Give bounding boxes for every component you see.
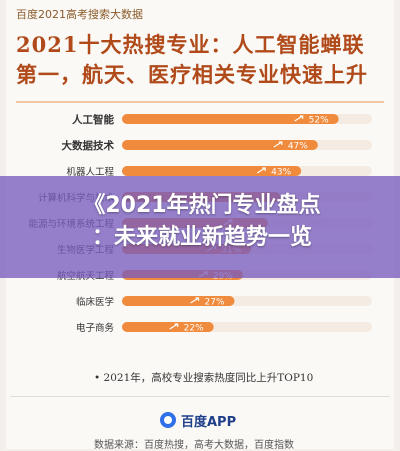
bar-row: 机器人工程 43% bbox=[66, 166, 372, 178]
baidu-paw-icon bbox=[160, 412, 176, 428]
bar-row: 临床医学 27% bbox=[76, 296, 372, 308]
value-label: 43% bbox=[271, 168, 291, 178]
category-label: 人工智能 bbox=[72, 113, 114, 126]
headline-divider bbox=[16, 101, 384, 103]
value-label: 22% bbox=[184, 324, 204, 334]
category-label: 临床医学 bbox=[76, 296, 114, 308]
trend-arrow-icon bbox=[256, 167, 266, 174]
value-label: 52% bbox=[309, 116, 329, 126]
bar bbox=[122, 140, 318, 150]
overlay-title-line-1: 《2021年热门专业盘点 bbox=[83, 193, 321, 218]
bar bbox=[122, 296, 235, 306]
data-source: 数据来源：百度热搜，高考大数据，百度指数 bbox=[94, 440, 294, 451]
overlay-title: 《2021年热门专业盘点 ：未来就业新趋势一览 bbox=[12, 190, 392, 254]
bar bbox=[122, 114, 339, 124]
headline-line-1: 2021十大热搜专业：人工智能蝉联 bbox=[16, 32, 365, 57]
bar-row: 人工智能 52% bbox=[72, 113, 372, 126]
headline: 2021十大热搜专业：人工智能蝉联 第一，航天、医疗相关专业快速上升 bbox=[16, 30, 386, 90]
trend-arrow-icon bbox=[190, 297, 200, 304]
chart-footnote: • 2021年，高校专业搜索热度同比上升TOP10 bbox=[94, 372, 314, 384]
category-label: 机器人工程 bbox=[66, 166, 114, 178]
bar-row: 大数据技术 47% bbox=[62, 139, 372, 152]
overlay-title-line-2: ：未来就业新趋势一览 bbox=[91, 225, 312, 250]
bar bbox=[122, 166, 302, 176]
trend-arrow-icon bbox=[169, 323, 179, 330]
value-label: 47% bbox=[288, 142, 308, 152]
title-overlay-band bbox=[0, 176, 400, 278]
category-label: 大数据技术 bbox=[62, 139, 115, 152]
source-tag: 百度2021高考搜索大数据 bbox=[16, 8, 143, 21]
trend-arrow-icon bbox=[294, 115, 304, 122]
bar-row: 电子商务 22% bbox=[76, 322, 372, 334]
category-label: 电子商务 bbox=[76, 322, 115, 334]
bar bbox=[122, 322, 214, 332]
headline-line-2: 第一，航天、医疗相关专业快速上升 bbox=[16, 62, 368, 87]
trend-arrow-icon bbox=[273, 141, 283, 148]
value-label: 27% bbox=[205, 298, 225, 308]
footer-divider bbox=[10, 396, 390, 397]
app-name: 百度APP bbox=[181, 415, 237, 430]
